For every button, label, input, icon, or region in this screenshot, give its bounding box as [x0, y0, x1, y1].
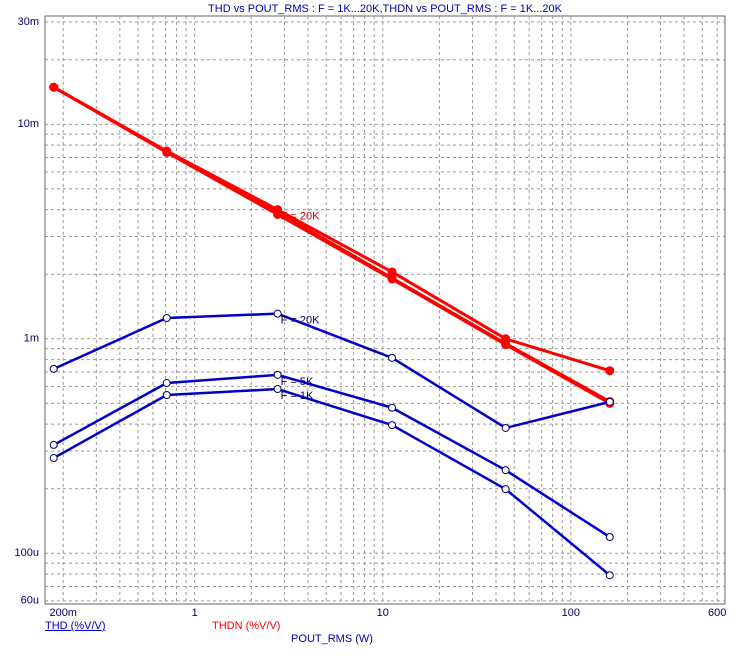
data-point	[49, 364, 58, 373]
data-point	[501, 485, 510, 494]
data-point	[273, 209, 283, 219]
data-point	[162, 379, 171, 388]
series-line	[53, 373, 611, 539]
data-point	[273, 385, 282, 394]
data-point	[501, 466, 510, 475]
x-tick-label: 1	[192, 607, 198, 619]
plot-frame	[44, 15, 726, 605]
chart-title: THD vs POUT_RMS : F = 1K...20K,THDN vs P…	[208, 3, 563, 15]
data-point	[605, 571, 614, 580]
y-tick-label: 60u	[21, 595, 39, 607]
series-line	[52, 85, 611, 405]
data-point	[49, 82, 59, 92]
series-label: F = 5K	[281, 376, 314, 388]
data-point	[605, 397, 614, 406]
data-point	[162, 147, 172, 157]
data-point	[501, 340, 511, 350]
x-axis-label: POUT_RMS (W)	[291, 633, 373, 645]
data-point	[273, 370, 282, 379]
series-line	[52, 85, 611, 373]
legend-label: THDN (%V/V)	[212, 620, 280, 632]
y-tick-label: 10m	[18, 118, 39, 130]
x-tick-label: 600	[708, 607, 726, 619]
x-tick-label: 100	[562, 607, 580, 619]
series-line	[53, 312, 611, 430]
x-tick-label: 200m	[49, 607, 77, 619]
series-label: F = 1K	[281, 390, 314, 402]
data-point	[388, 353, 397, 362]
data-point	[162, 314, 171, 323]
y-tick-label: 30m	[18, 16, 39, 28]
legend-label: THD (%V/V)	[45, 620, 106, 632]
data-point	[49, 440, 58, 449]
data-point	[388, 403, 397, 412]
series-label: F = 20K	[281, 315, 320, 327]
data-point	[388, 421, 397, 430]
series-line	[53, 387, 611, 577]
data-point	[387, 274, 397, 284]
data-point	[273, 309, 282, 318]
data-point	[162, 390, 171, 399]
y-tick-label: 100u	[15, 547, 39, 559]
data-point	[605, 533, 614, 542]
data-point	[605, 366, 615, 376]
data-point	[501, 423, 510, 432]
x-tick-label: 10	[377, 607, 389, 619]
data-point	[49, 454, 58, 463]
y-tick-label: 1m	[24, 333, 39, 345]
